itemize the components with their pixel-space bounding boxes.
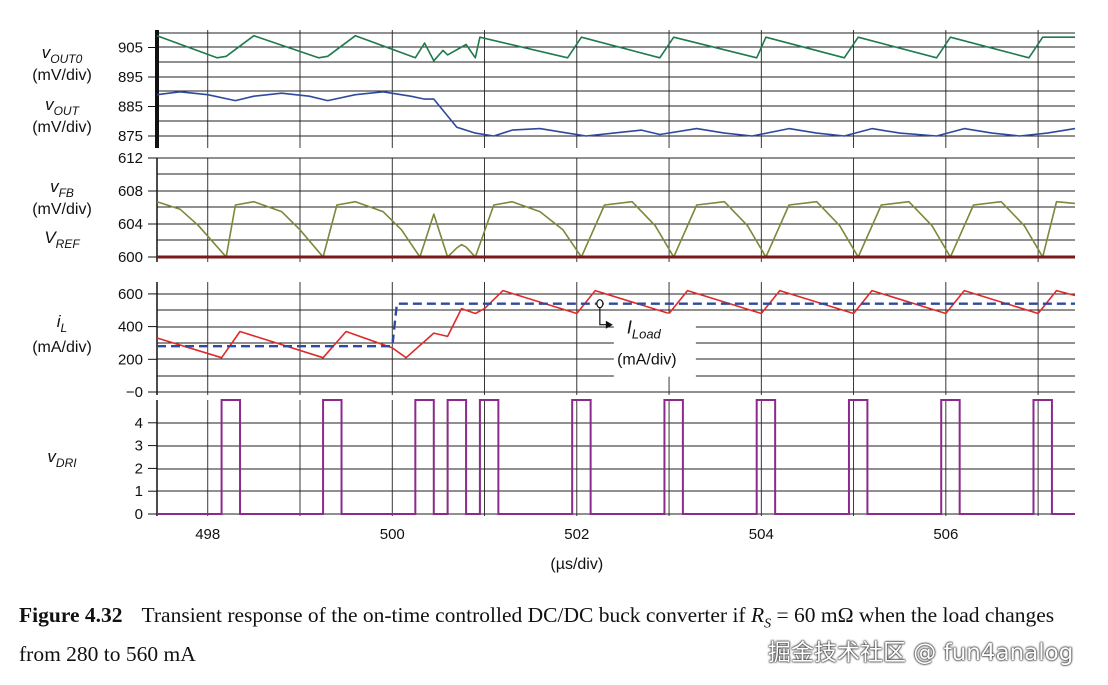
y-tick-label: 600 [118,249,143,266]
y-tick-label: 0 [135,506,143,523]
caption-rs-symbol: RS [750,603,771,631]
figure-caption: Figure 4.32 Transient response of the on… [19,600,1094,670]
series-iL [156,289,1076,359]
caption-text-after: = 60 mΩ when the load changes from 280 t… [19,603,1055,667]
series-vOUT [156,91,1076,137]
iload-marker [596,299,604,309]
y-tick-label: 4 [135,415,143,432]
x-tick-label: 500 [380,526,405,543]
y-tick-label: 400 [118,319,143,336]
y-tick-label: 1 [135,483,143,500]
iload-unit-label: (mA/div) [617,352,677,369]
x-axis-label: (µs/div) [550,556,603,573]
panel-signal-label: vOUT [45,95,81,118]
series-ILoad [157,302,1075,348]
panel-signal-label: vDRI [47,447,77,470]
panel-unit-label: (mV/div) [32,67,92,84]
panel-vfb: 612 608 604 600 vFB(mV/div) VREF [32,150,1076,266]
panel-signal-label: VREF [44,228,80,251]
panel-signal-label: iL [57,312,67,335]
panel-unit-label: (mV/div) [32,119,92,136]
y-tick-label: 875 [118,128,143,145]
iload-arrowhead [605,320,613,329]
y-tick-label: 612 [118,150,143,167]
watermark: 掘金技术社区 @ fun4analog [768,640,1074,666]
caption-rs-main: R [750,603,765,627]
panel-unit-label: (mA/div) [32,339,92,356]
y-tick-label: 200 [118,351,143,368]
panel-signal-label: vFB [50,177,74,200]
y-tick-label: 2 [135,460,143,477]
y-tick-label: 885 [118,99,143,116]
y-tick-label: 905 [118,40,143,57]
y-tick-label: 608 [118,183,143,200]
panel-signal-label: vOUT0 [42,43,83,66]
series-vOUT0 [156,34,1075,62]
series-vFB [156,200,1076,258]
x-tick-label: 504 [749,526,774,543]
iload-label: ILoad [627,318,662,342]
y-tick-label: −0 [126,384,143,401]
caption-rs-sub: S [764,616,772,632]
panel-vdri: 4 3 2 1 0 vDRI [47,399,1075,523]
x-tick-label: 498 [195,526,220,543]
figure-label: Figure 4.32 [19,603,123,627]
series-vDRI [157,399,1075,515]
iload-leader [599,307,609,326]
y-tick-label: 895 [118,69,143,86]
y-tick-label: 3 [135,438,143,455]
oscilloscope-figure: 905895885875vOUT0(mV/div)vOUT(mV/div)612… [32,30,1076,573]
panel-unit-label: (mV/div) [32,201,92,218]
y-tick-label: 600 [118,286,143,303]
panel-il: 600 400 200 −0 iL (mA/div) ILoad (mA/div) [32,282,1076,401]
x-tick-label: 502 [564,526,589,543]
y-tick-label: 604 [118,216,143,233]
x-tick-label: 506 [933,526,958,543]
iload-label-box [613,313,696,377]
caption-text-before: Transient response of the on-time contro… [141,603,746,627]
